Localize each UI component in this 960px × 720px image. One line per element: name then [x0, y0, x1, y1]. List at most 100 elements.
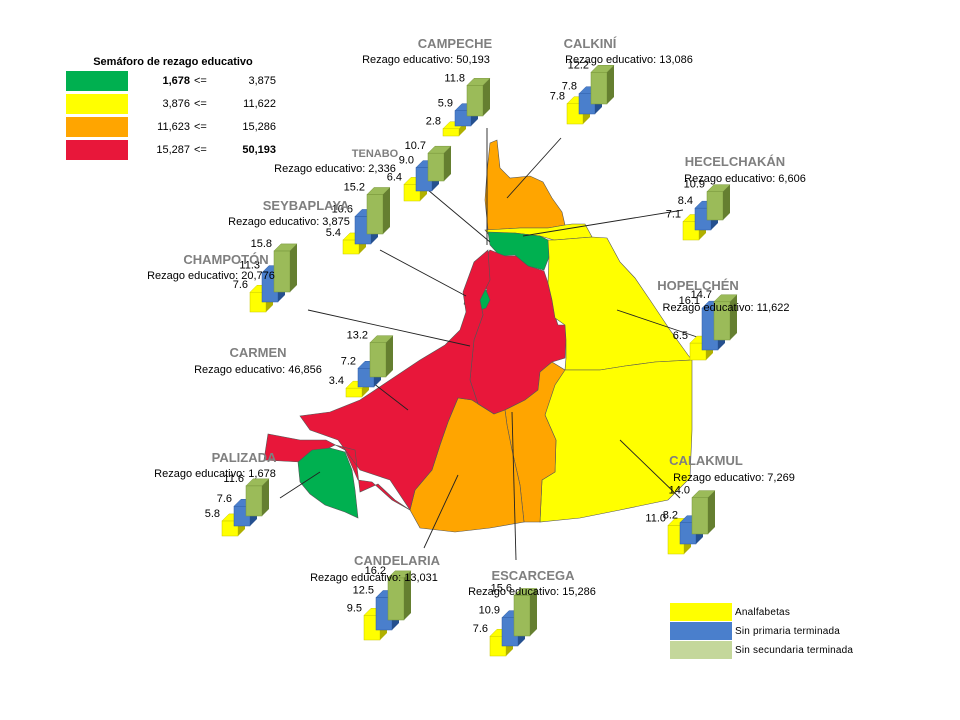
- bar-side: [444, 146, 451, 181]
- rezago-value: Rezago educativo: 3,875: [228, 216, 350, 228]
- bar-front: [273, 250, 291, 293]
- rezago-value: Rezago educativo: 2,336: [274, 163, 396, 175]
- bar-value-label: 7.1: [666, 209, 681, 221]
- legend-to: 15,286: [242, 121, 276, 133]
- series-label: Sin secundaria terminada: [735, 645, 854, 656]
- series-legend-analfabetas: Analfabetas: [670, 603, 870, 622]
- bar-group-7: 6.5 16.114.7: [673, 289, 738, 361]
- legend-title: Semáforo de rezago educativo: [93, 56, 253, 68]
- leader-line: [506, 137, 562, 199]
- bar-value-label: 16.2: [365, 565, 386, 577]
- municipality-name: SEYBAPLAYA: [263, 198, 350, 213]
- legend-swatch: [66, 94, 128, 114]
- legend-from: 15,287: [156, 144, 190, 156]
- bar-value-label: 11.0: [645, 512, 666, 524]
- municipality-name: TENABO: [352, 148, 399, 160]
- rezago-value: Rezago educativo: 7,269: [673, 472, 795, 484]
- bar-value-label: 8.4: [678, 195, 693, 207]
- series-swatch: [670, 641, 732, 659]
- bar-front: [590, 72, 608, 105]
- bar-front: [513, 595, 531, 637]
- bar-front: [369, 342, 387, 378]
- leader-lines: [279, 128, 707, 561]
- legend-row-red: 15,287 <= 50,193: [66, 140, 280, 163]
- bar-value-label: 6.4: [387, 171, 402, 183]
- rezago-value: Rezago educativo: 15,286: [468, 586, 596, 598]
- bar-group-8: 3.4 7.2 13.2: [329, 330, 394, 398]
- bar-value-label: 5.8: [205, 508, 220, 520]
- bar-value-label: 13.2: [347, 330, 368, 342]
- bar-value-label: 5.4: [326, 227, 341, 239]
- bar-value-label: 3.4: [329, 375, 344, 387]
- municipality-name: CHAMPOTÓN: [183, 252, 268, 267]
- rezago-value: Rezago educativo: 46,856: [194, 364, 322, 376]
- bar-front: [691, 497, 709, 535]
- bar-side: [730, 294, 737, 340]
- region-carmen: [263, 249, 495, 511]
- bar-group-2: 7.87.8 12.2: [550, 59, 615, 125]
- bar-front: [706, 191, 724, 221]
- legend-from: 11,623: [157, 121, 190, 133]
- rezago-value: Rezago educativo: 13,031: [310, 572, 438, 584]
- leader-line: [619, 439, 681, 499]
- leader-line: [423, 474, 459, 549]
- bar-side: [404, 570, 411, 620]
- bar-value-label: 16.1: [679, 295, 700, 307]
- bar-value-label: 6.5: [673, 330, 688, 342]
- municipality-name: CALKINÍ: [564, 36, 617, 51]
- series-legend: Analfabetas Sin primaria terminada Sin s…: [670, 603, 870, 660]
- bar-side: [290, 243, 297, 292]
- series-legend-secundaria: Sin secundaria terminada: [670, 641, 870, 660]
- municipality-name: ESCARCEGA: [491, 568, 575, 583]
- bar-value-label: 10.6: [332, 203, 353, 215]
- bar-value-label: 7.2: [341, 355, 356, 367]
- region-calakmul: [539, 359, 693, 523]
- bar-group-10: 11.08.2 14.0: [645, 485, 716, 555]
- bar-value-label: 10.7: [405, 140, 426, 152]
- bar-front: [387, 577, 405, 621]
- bar-front: [442, 128, 460, 137]
- legend-row-yellow: 3,876 <= 11,622: [66, 94, 280, 117]
- bar-value-label: 14.7: [691, 289, 712, 301]
- legend-op: <=: [194, 75, 207, 87]
- bar-group-4: 7.1 8.4 10.9: [666, 179, 731, 241]
- legend-swatch: [66, 140, 128, 160]
- bar-value-label: 9.5: [347, 602, 362, 614]
- legend-op: <=: [194, 144, 207, 156]
- bar-value-label: 7.8: [550, 91, 565, 103]
- legend-op: <=: [194, 121, 207, 133]
- bar-value-label: 12.2: [568, 59, 589, 71]
- leader-line: [511, 411, 517, 561]
- rezago-value: Rezago educativo: 6,606: [684, 173, 806, 185]
- bar-side: [386, 335, 393, 377]
- legend-from: 1,678: [162, 75, 190, 87]
- leader-line: [379, 249, 467, 297]
- bar-side: [262, 478, 269, 516]
- bar-front: [466, 85, 484, 117]
- bar-value-label: 15.2: [344, 181, 365, 193]
- bar-value-label: 10.9: [479, 605, 500, 617]
- bar-side: [607, 65, 614, 104]
- bar-value-label: 15.6: [491, 582, 512, 594]
- bar-value-label: 15.8: [251, 238, 272, 250]
- bar-group-6: 7.6 11.3 15.8: [233, 238, 298, 313]
- bar-value-label: 5.9: [438, 98, 453, 110]
- bar-side: [383, 187, 390, 234]
- bar-group-12: 7.6 10.9 15.6: [473, 582, 538, 657]
- leader-line: [372, 382, 409, 411]
- legend-op: <=: [194, 98, 207, 110]
- municipality-name: CANDELARIA: [354, 553, 441, 568]
- bar-value-label: 8.2: [663, 510, 678, 522]
- bar-group-1: 2.8 5.9 11.8: [426, 72, 491, 137]
- legend-to: 50,193: [242, 144, 276, 156]
- municipality-name: HOPELCHÉN: [657, 278, 739, 293]
- bar-front: [245, 485, 263, 517]
- leader-line: [427, 189, 491, 243]
- bar-value-label: 2.8: [426, 116, 441, 128]
- leader-line: [279, 471, 321, 499]
- bar-value-label: 10.9: [684, 179, 705, 191]
- series-label: Analfabetas: [735, 607, 791, 618]
- rezago-value: Rezago educativo: 50,193: [362, 54, 490, 66]
- bar-value-label: 11.3: [239, 260, 260, 272]
